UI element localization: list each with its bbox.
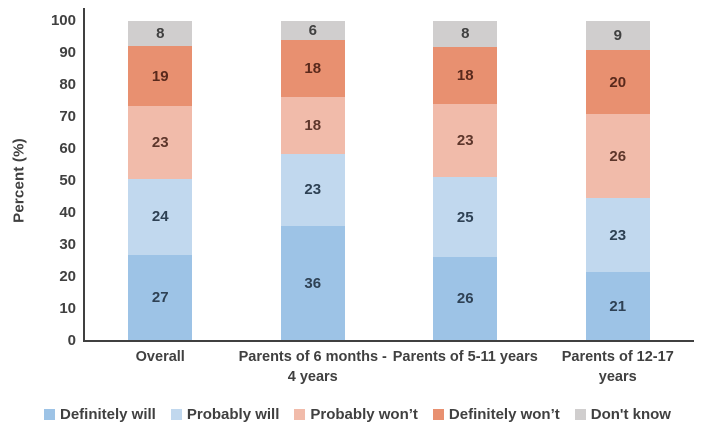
bar-segment: 19 xyxy=(128,46,193,107)
bar-segment: 23 xyxy=(128,106,193,179)
legend-swatch-icon xyxy=(574,409,586,420)
legend-swatch-icon xyxy=(44,409,55,420)
y-tick-label: 30 xyxy=(59,236,76,253)
legend-swatch-icon xyxy=(170,409,182,420)
bar-value-label: 21 xyxy=(609,297,627,315)
legend-label: Definitely won’t xyxy=(448,406,560,423)
bar-value-label: 20 xyxy=(609,73,627,91)
y-tick-label: 100 xyxy=(50,12,76,29)
bar-segment: 8 xyxy=(433,21,498,47)
bar-value-label: 23 xyxy=(151,134,169,152)
bar-segment: 21 xyxy=(585,272,650,340)
bar-segment: 18 xyxy=(280,96,345,154)
y-tick-label: 70 xyxy=(59,108,76,125)
legend: Definitely will Probably will Probably won… xyxy=(0,406,715,423)
y-tick-label: 80 xyxy=(59,76,76,93)
x-axis-category-labels: Overall Parents of 6 months - 4 years Pare… xyxy=(84,347,694,387)
bar-value-label: 36 xyxy=(304,274,322,292)
y-tick-label: 40 xyxy=(59,204,76,221)
bar-value-label: 8 xyxy=(156,25,165,43)
bar-value-label: 23 xyxy=(456,132,474,150)
bar-slot: 26 25 23 18 8 xyxy=(389,21,542,340)
bar-value-label: 27 xyxy=(151,288,169,306)
y-tick-label: 90 xyxy=(59,44,76,61)
y-tick-label: 20 xyxy=(59,268,76,285)
category-label: Parents of 12-17 years xyxy=(561,349,674,385)
stacked-bar: 27 24 23 19 8 xyxy=(128,21,193,340)
bar-value-label: 26 xyxy=(609,147,627,165)
stacked-bar: 26 25 23 18 8 xyxy=(433,21,498,340)
legend-label: Probably will xyxy=(186,406,280,423)
bar-value-label: 24 xyxy=(151,208,169,226)
y-tick-label: 10 xyxy=(59,300,76,317)
bar-value-label: 18 xyxy=(304,116,322,134)
bar-slot: 21 23 26 20 9 xyxy=(542,21,695,340)
bar-value-label: 6 xyxy=(308,22,317,40)
bar-segment: 26 xyxy=(585,114,650,199)
bar-segment: 18 xyxy=(433,46,498,104)
y-tick-label: 0 xyxy=(67,332,76,349)
legend-item: Definitely will xyxy=(44,406,156,423)
bar-segment: 23 xyxy=(433,103,498,178)
bar-value-label: 9 xyxy=(613,27,622,45)
bar-segment: 23 xyxy=(280,153,345,227)
y-tick-label: 60 xyxy=(59,140,76,157)
category-label: Overall xyxy=(135,349,185,365)
bar-segment: 20 xyxy=(585,50,650,115)
legend-swatch-icon xyxy=(432,409,444,420)
legend-label: Probably won’t xyxy=(310,406,418,423)
bar-value-label: 25 xyxy=(456,208,474,226)
legend-item: Probably will xyxy=(170,406,280,423)
y-tick-label: 50 xyxy=(59,172,76,189)
plot-area: 27 24 23 19 8 36 23 18 18 6 26 25 23 18 8 21 23 26 20 9 xyxy=(84,21,694,340)
stacked-bar: 36 23 18 18 6 xyxy=(280,21,345,340)
bar-segment: 23 xyxy=(585,198,650,273)
bar-slot: 27 24 23 19 8 xyxy=(84,21,237,340)
legend-label: Don't know xyxy=(590,406,671,423)
bar-value-label: 8 xyxy=(461,25,470,43)
legend-item: Don't know xyxy=(574,406,671,423)
legend-item: Probably won’t xyxy=(294,406,418,423)
category-label: Parents of 5-11 years xyxy=(392,349,538,365)
legend-item: Definitely won’t xyxy=(432,406,560,423)
bar-segment: 25 xyxy=(433,177,498,258)
bar-value-label: 23 xyxy=(609,226,627,244)
bar-segment: 26 xyxy=(433,257,498,340)
bar-value-label: 26 xyxy=(456,290,474,308)
y-axis-line xyxy=(83,8,85,341)
bar-value-label: 18 xyxy=(456,66,474,84)
x-axis-line xyxy=(83,340,694,342)
bar-segment: 9 xyxy=(585,21,650,51)
bar-value-label: 23 xyxy=(304,181,322,199)
category-label: Parents of 6 months - 4 years xyxy=(238,349,387,385)
stacked-bar: 21 23 26 20 9 xyxy=(585,21,650,340)
bar-segment: 8 xyxy=(128,21,193,47)
bar-value-label: 19 xyxy=(151,67,169,85)
bar-segment: 36 xyxy=(280,226,345,340)
legend-swatch-icon xyxy=(294,409,306,420)
legend-label: Definitely will xyxy=(60,406,156,423)
bar-segment: 27 xyxy=(128,254,193,340)
bar-segment: 6 xyxy=(280,21,345,40)
bar-segment: 24 xyxy=(128,178,193,255)
bar-value-label: 18 xyxy=(304,59,322,77)
bar-slot: 36 23 18 18 6 xyxy=(237,21,390,340)
bar-segment: 18 xyxy=(280,39,345,97)
